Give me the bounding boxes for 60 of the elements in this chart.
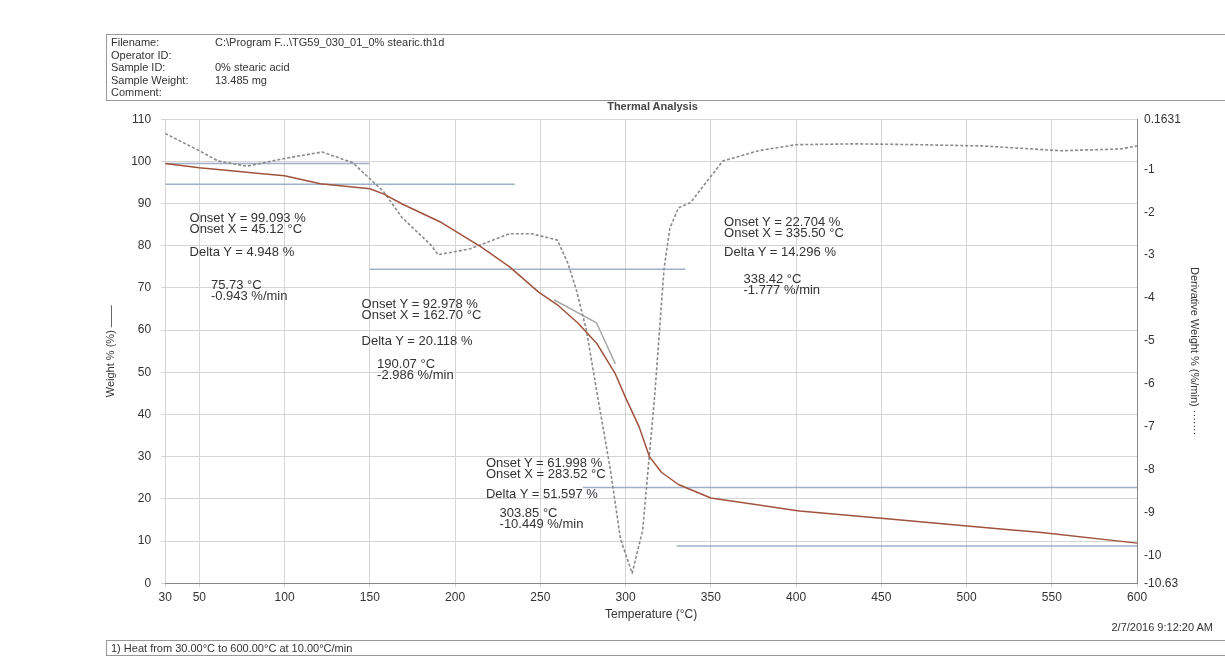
y2-tick-label: -6 [1144, 376, 1156, 391]
y-axis-title: Weight % (%) —— [103, 305, 116, 398]
annotation: 190.07 °C -2.986 %/min [377, 355, 454, 382]
annotation: Delta Y = 14.296 % [724, 243, 837, 259]
x-tick-label: 100 [274, 589, 295, 604]
y-tick-label: 10 [137, 533, 152, 548]
text: Filename: C:\Program F...\TG59_030_01_0% stearic.th1d [111, 36, 445, 48]
y-tick-label: 100 [131, 153, 152, 168]
y2-axis-title: Derivative Weight % (%/min) ······· [1189, 266, 1202, 436]
text: Sample Weight: 13.485 mg [111, 73, 267, 86]
y-tick-label: 20 [137, 491, 152, 506]
text: 1) Heat from 30.00°C to 600.00°C at 10.00°C/min [106, 640, 1225, 656]
x-tick-label: 350 [700, 589, 722, 604]
text: Operator ID: [111, 48, 173, 61]
y-tick-label: 50 [137, 364, 152, 379]
y-tick-label: 110 [132, 111, 152, 126]
y-tick-label: 80 [137, 238, 152, 253]
y-tick-label: 30 [137, 448, 152, 463]
y2-tick-label: -2 [1144, 204, 1156, 219]
y2-tick-label: -5 [1144, 333, 1156, 348]
x-tick-label: 450 [871, 589, 892, 604]
annotation: Onset Y = 61.998 % Onset X = 283.52 °C [485, 454, 606, 481]
y2-tick-label: 0.1631 [1144, 111, 1182, 126]
x-tick-label: 250 [530, 589, 551, 604]
x-tick-label: 200 [445, 589, 466, 604]
annotation: Delta Y = 4.948 % [189, 243, 295, 259]
text: Sample ID: 0% stearic acid [111, 61, 290, 73]
annotation: 303.85 °C -10.449 %/min [499, 505, 584, 532]
y-tick-label: 0 [144, 575, 152, 590]
y2-tick-label: -4 [1144, 290, 1156, 305]
x-tick-label: 150 [359, 589, 381, 604]
x-tick-label: 400 [786, 589, 807, 604]
x-tick-label: 50 [192, 589, 207, 604]
y-tick-label: 60 [137, 322, 152, 337]
annotation: 75.73 °C -0.943 %/min [210, 277, 288, 304]
y2-tick-label: -3 [1144, 247, 1156, 262]
x-tick-label: 500 [956, 589, 977, 604]
y2-tick-label: -10.63 [1144, 575, 1179, 590]
annotation: Delta Y = 20.118 % [361, 332, 473, 348]
text: 2/7/2016 9:12:20 AM [1111, 621, 1213, 633]
annotation: Delta Y = 51.597 % [485, 486, 599, 502]
annotation: 338.42 °C -1.777 %/min [743, 271, 821, 298]
annotation: Onset Y = 92.978 % Onset X = 162.70 °C [361, 296, 482, 323]
y2-tick-label: -1 [1144, 161, 1156, 176]
x-axis-title: Temperature (°C) [605, 607, 698, 622]
y-tick-label: 40 [137, 406, 152, 421]
x-tick-label: 300 [615, 589, 636, 604]
annotation: Onset Y = 22.704 % Onset X = 335.50 °C [724, 214, 844, 241]
y-tick-label: 90 [137, 195, 152, 210]
x-tick-label: 550 [1041, 589, 1063, 604]
text: Comment: [111, 86, 163, 99]
chart-title: Thermal Analysis [607, 99, 698, 112]
x-tick-label: 600 [1127, 589, 1148, 604]
x-tick-label: 30 [158, 589, 173, 604]
y2-tick-label: -10 [1144, 548, 1162, 563]
y2-tick-label: -9 [1144, 505, 1156, 520]
y2-tick-label: -8 [1144, 462, 1156, 477]
annotation: Onset Y = 99.093 % Onset X = 45.12 °C [189, 210, 307, 237]
y2-tick-label: -7 [1144, 419, 1156, 434]
y-tick-label: 70 [137, 280, 152, 295]
